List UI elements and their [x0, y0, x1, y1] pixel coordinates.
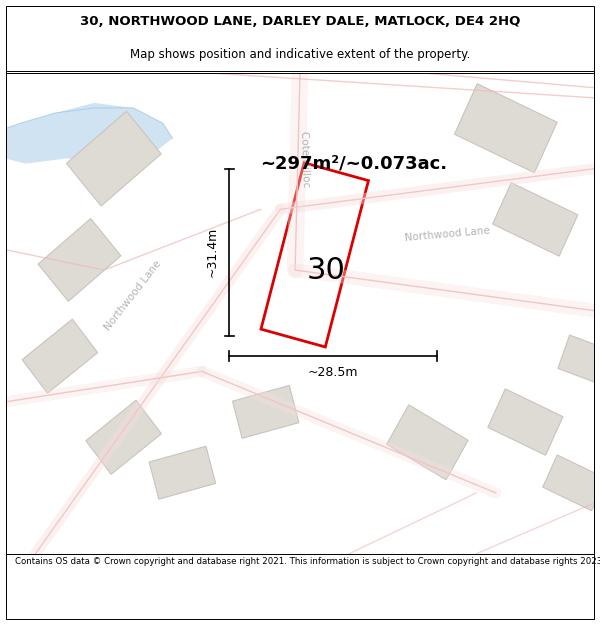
Text: 30: 30: [307, 256, 346, 284]
Text: Contains OS data © Crown copyright and database right 2021. This information is : Contains OS data © Crown copyright and d…: [15, 557, 600, 566]
Polygon shape: [86, 400, 161, 474]
Text: Map shows position and indicative extent of the property.: Map shows position and indicative extent…: [130, 48, 470, 61]
Polygon shape: [67, 111, 161, 206]
Text: Cote Hilloc: Cote Hilloc: [299, 130, 311, 187]
Polygon shape: [6, 103, 173, 164]
Polygon shape: [543, 455, 600, 511]
Polygon shape: [493, 182, 578, 256]
Polygon shape: [454, 84, 557, 172]
Polygon shape: [558, 335, 600, 388]
Polygon shape: [149, 446, 215, 499]
Text: Northwood Lane: Northwood Lane: [404, 226, 490, 243]
Polygon shape: [232, 386, 299, 438]
Text: Northwood Lane: Northwood Lane: [103, 259, 164, 332]
Polygon shape: [386, 405, 468, 480]
Polygon shape: [488, 389, 563, 455]
Text: ~297m²/~0.073ac.: ~297m²/~0.073ac.: [260, 154, 448, 173]
Text: ~31.4m: ~31.4m: [205, 228, 218, 278]
Text: 30, NORTHWOOD LANE, DARLEY DALE, MATLOCK, DE4 2HQ: 30, NORTHWOOD LANE, DARLEY DALE, MATLOCK…: [80, 15, 520, 28]
Polygon shape: [22, 319, 98, 393]
Polygon shape: [38, 219, 121, 301]
Text: ~28.5m: ~28.5m: [308, 366, 359, 379]
